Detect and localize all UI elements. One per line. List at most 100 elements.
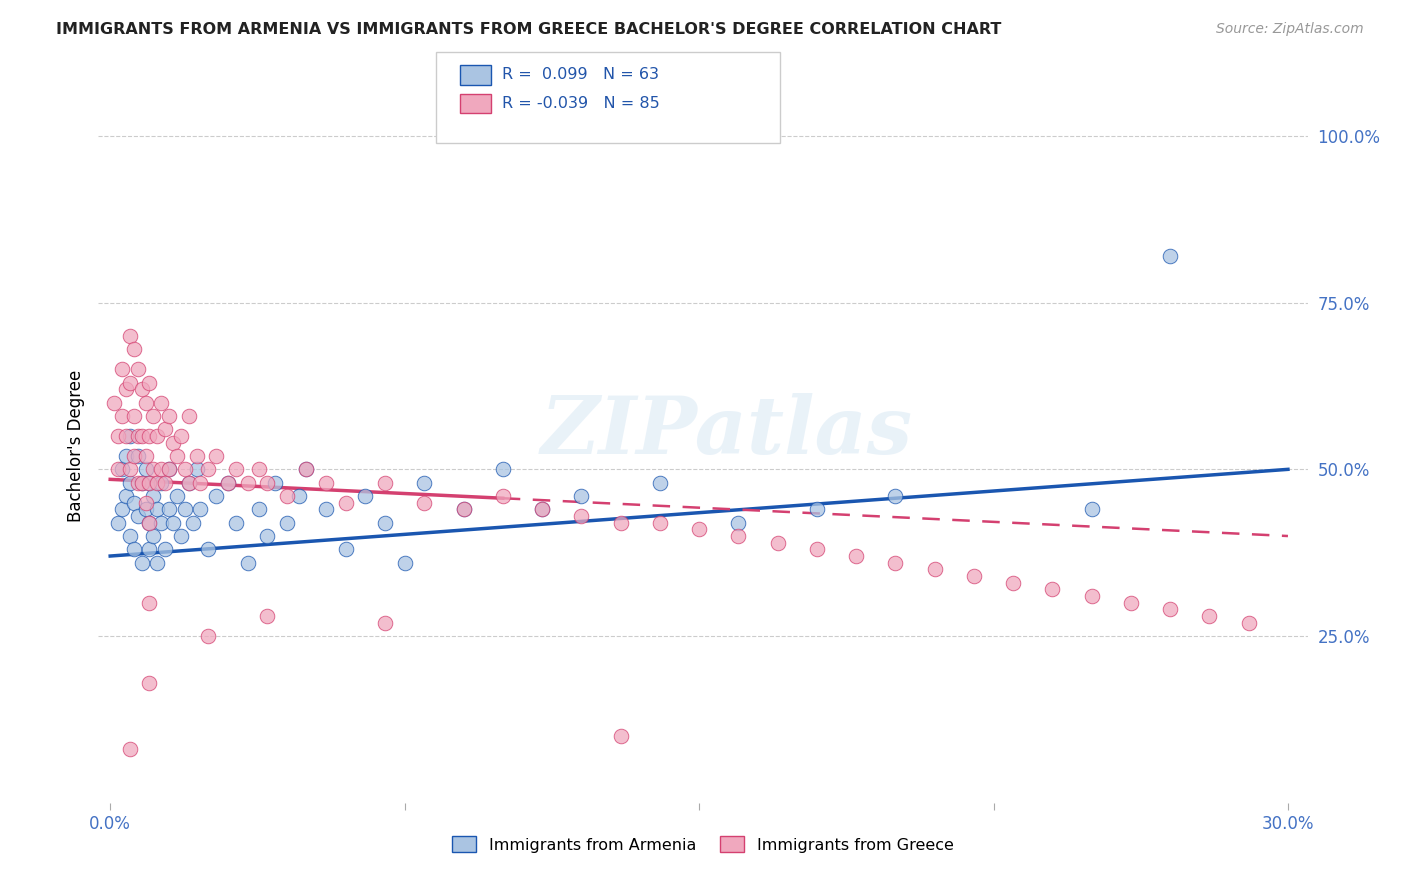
Point (1080, 589, 1102, 603)
Point (138, 475, 160, 490)
Point (806, 502, 828, 516)
Point (111, 409, 134, 423)
Point (648, 516, 671, 530)
Point (688, 522, 710, 536)
Point (157, 502, 180, 516)
Point (170, 429, 193, 443)
Point (354, 489, 377, 503)
Point (276, 489, 298, 503)
Point (845, 549, 868, 563)
Point (648, 475, 671, 490)
Point (118, 475, 141, 490)
Point (569, 509, 592, 524)
Point (107, 462, 129, 476)
Point (197, 629, 219, 643)
Point (1159, 602, 1181, 616)
Point (170, 529, 193, 543)
Point (374, 475, 396, 490)
Point (1198, 609, 1220, 624)
Point (413, 475, 436, 490)
Point (166, 449, 188, 463)
Point (135, 502, 157, 516)
Point (727, 529, 749, 543)
Point (118, 742, 141, 756)
Point (122, 409, 145, 423)
Point (335, 542, 357, 557)
Point (181, 516, 204, 530)
Point (150, 475, 173, 490)
Point (727, 516, 749, 530)
Point (225, 516, 247, 530)
Point (287, 489, 309, 503)
Point (103, 395, 125, 409)
Point (884, 556, 907, 570)
Point (127, 429, 149, 443)
Point (107, 429, 129, 443)
Point (609, 516, 631, 530)
Point (374, 615, 396, 630)
Point (924, 562, 946, 576)
Y-axis label: Bachelor's Degree: Bachelor's Degree (66, 370, 84, 522)
Point (142, 529, 165, 543)
Point (138, 542, 160, 557)
Point (138, 429, 160, 443)
Point (1119, 596, 1142, 610)
Point (157, 462, 180, 476)
Point (118, 529, 141, 543)
Point (111, 462, 134, 476)
Point (177, 475, 200, 490)
Point (236, 556, 259, 570)
Point (315, 475, 337, 490)
Point (118, 376, 141, 390)
Point (135, 395, 157, 409)
Point (225, 462, 247, 476)
Point (118, 329, 141, 343)
Point (146, 429, 169, 443)
Point (186, 462, 208, 476)
Point (531, 502, 554, 516)
Point (173, 502, 195, 516)
Point (127, 362, 149, 376)
Point (247, 502, 270, 516)
Point (173, 462, 195, 476)
Point (131, 475, 153, 490)
Point (264, 475, 287, 490)
Point (1042, 582, 1064, 597)
Point (122, 343, 145, 357)
Point (142, 489, 165, 503)
Point (197, 542, 219, 557)
Point (135, 449, 157, 463)
Point (492, 462, 515, 476)
Point (531, 502, 554, 516)
Point (138, 475, 160, 490)
Point (118, 429, 141, 443)
Point (115, 489, 138, 503)
Point (256, 475, 278, 490)
Point (963, 569, 986, 583)
Point (146, 556, 169, 570)
Point (453, 502, 475, 516)
Point (127, 475, 149, 490)
Point (131, 382, 153, 396)
Text: ZIPatlas: ZIPatlas (541, 393, 914, 470)
Point (295, 462, 318, 476)
Point (205, 489, 228, 503)
Point (146, 475, 169, 490)
Point (166, 489, 188, 503)
Point (197, 462, 219, 476)
Point (609, 729, 631, 743)
Point (177, 475, 200, 490)
Text: R =  0.099   N = 63: R = 0.099 N = 63 (502, 68, 659, 82)
Legend: Immigrants from Armenia, Immigrants from Greece: Immigrants from Armenia, Immigrants from… (446, 830, 960, 859)
Point (153, 422, 176, 436)
Point (157, 409, 180, 423)
Point (413, 496, 436, 510)
Point (394, 556, 416, 570)
Point (111, 502, 134, 516)
Point (115, 449, 138, 463)
Point (138, 516, 160, 530)
Point (150, 462, 173, 476)
Point (335, 496, 357, 510)
Point (146, 502, 169, 516)
Point (569, 489, 592, 503)
